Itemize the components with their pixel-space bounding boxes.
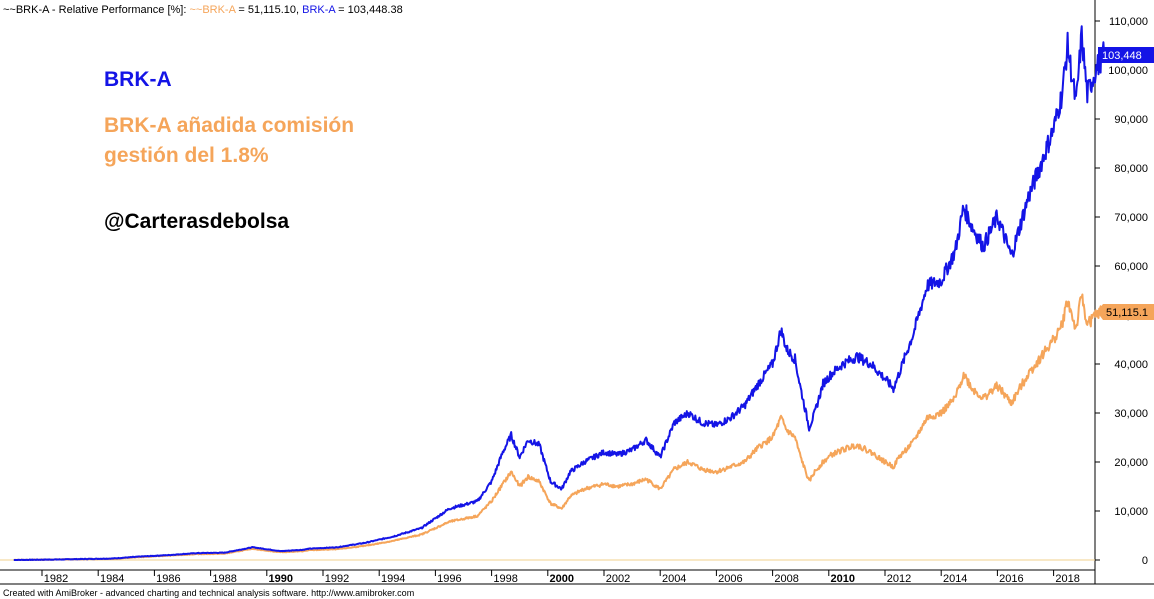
blue-value-badge: 103,448: [1098, 47, 1154, 63]
annotation-commission-line2: gestión del 1.8%: [104, 144, 269, 167]
header-prefix: ~~BRK-A - Relative Performance [%]:: [3, 4, 189, 16]
blue-value-badge-text: 103,448: [1102, 50, 1142, 62]
header-series1-label: ~~BRK-A: [189, 4, 236, 16]
y-tick-label: 10,000: [1114, 506, 1148, 518]
x-tick-label: 2000: [550, 573, 574, 585]
x-tick-label: 1992: [325, 573, 349, 585]
annotation-handle: @Carterasdebolsa: [104, 210, 289, 233]
y-tick-label: 30,000: [1114, 408, 1148, 420]
x-tick-label: 1994: [381, 573, 405, 585]
y-tick-label: 100,000: [1108, 65, 1148, 77]
y-tick-label: 20,000: [1114, 457, 1148, 469]
x-tick-label: 1990: [269, 573, 293, 585]
x-axis-ticks: 1982 1984 1986 1988 1990 1992 1994 1996 1998 2000…: [41, 570, 1080, 585]
x-tick-label: 2010: [831, 573, 855, 585]
x-tick-label: 1996: [437, 573, 461, 585]
header-series1-value: = 51,115.10,: [235, 4, 302, 16]
x-tick-label: 1986: [156, 573, 180, 585]
x-tick-label: 2016: [999, 573, 1023, 585]
orange-value-badge-text: 51,115.1: [1106, 307, 1148, 319]
y-tick-label: 0: [1142, 555, 1148, 567]
x-tick-label: 2004: [662, 573, 686, 585]
series-layer: [13, 25, 1106, 561]
y-tick-label: 110,000: [1109, 16, 1148, 28]
x-tick-label: 1984: [100, 573, 124, 585]
x-tick-label: 1998: [493, 573, 517, 585]
header-series2-label: BRK-A: [302, 4, 336, 16]
x-tick-label: 2008: [774, 573, 798, 585]
chart-header: ~~BRK-A - Relative Performance [%]: ~~BR…: [3, 4, 403, 16]
plot-area: [0, 0, 1095, 584]
x-tick-label: 2006: [718, 573, 742, 585]
y-tick-label: 60,000: [1114, 261, 1148, 273]
x-tick-label: 2002: [606, 573, 630, 585]
y-tick-label: 40,000: [1114, 359, 1148, 371]
x-tick-label: 2018: [1055, 573, 1079, 585]
y-tick-label: 70,000: [1114, 212, 1148, 224]
x-tick-label: 2014: [943, 573, 967, 585]
annotation-brk-a: BRK-A: [104, 68, 172, 91]
annotation-commission-line1: BRK-A añadida comisión: [104, 114, 354, 137]
footer-credit: Created with AmiBroker - advanced charti…: [3, 588, 414, 598]
x-tick-label: 2012: [887, 573, 911, 585]
x-tick-label: 1982: [44, 573, 68, 585]
y-tick-label: 80,000: [1114, 163, 1148, 175]
y-tick-label: 90,000: [1114, 114, 1148, 126]
x-tick-label: 1988: [212, 573, 236, 585]
y-axis-ticks: 010,00020,00030,00040,00050,00060,00070,…: [1095, 16, 1148, 567]
orange-value-badge: 51,115.1: [1097, 304, 1154, 320]
header-series2-value: = 103,448.38: [335, 4, 403, 16]
series-line-brk-a: [13, 25, 1106, 561]
